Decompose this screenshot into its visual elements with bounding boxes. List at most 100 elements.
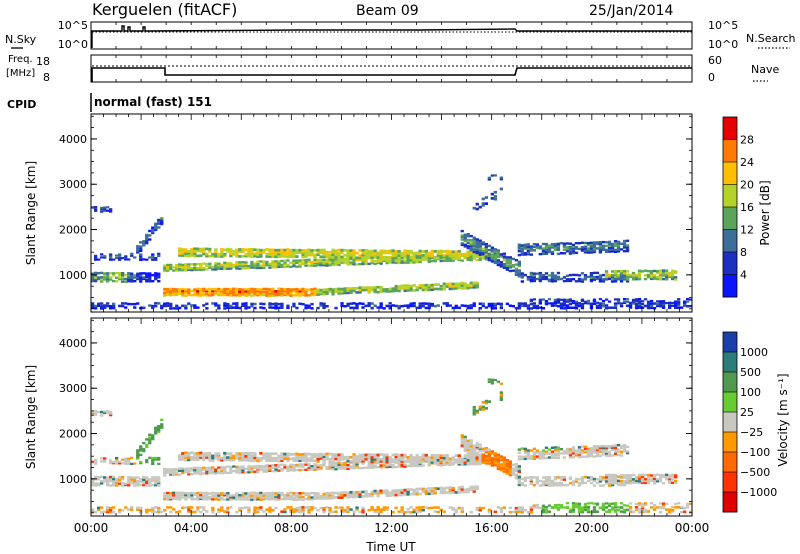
velocity-cell <box>118 482 122 485</box>
power-cell <box>256 263 260 266</box>
power-cell <box>418 306 422 309</box>
power-cell <box>622 239 627 243</box>
velocity-cell <box>334 453 338 456</box>
velocity-cell <box>415 454 419 457</box>
power-cell <box>511 265 515 268</box>
velocity-cell <box>484 451 488 454</box>
power-cell <box>604 298 609 301</box>
velocity-cell <box>619 510 624 513</box>
power-cell <box>109 210 113 213</box>
velocity-cell <box>586 455 591 458</box>
power-cell <box>475 242 479 245</box>
velocity-cell <box>253 496 257 499</box>
power-cell <box>340 291 344 295</box>
velocity-cell <box>148 480 152 483</box>
power-cell <box>523 273 527 277</box>
velocity-cell <box>94 478 98 481</box>
velocity-cell <box>487 455 491 458</box>
velocity-cell <box>415 508 419 512</box>
power-cell <box>565 242 570 245</box>
velocity-cell <box>502 461 506 464</box>
power-cell <box>334 290 338 293</box>
velocity-cell <box>649 477 654 480</box>
velocity-cell <box>526 451 530 455</box>
power-cell <box>319 251 323 255</box>
velocity-cell <box>124 506 128 509</box>
velocity-cell <box>574 502 579 505</box>
power-cell <box>683 301 687 304</box>
power-cell <box>106 209 110 212</box>
velocity-cell <box>671 475 675 478</box>
power-cell <box>151 304 155 308</box>
power-cell <box>274 305 278 308</box>
velocity-cell <box>415 487 419 491</box>
velocity-cell <box>280 452 284 455</box>
velocity-cell <box>235 469 239 472</box>
velocity-cell <box>409 456 413 459</box>
power-cell <box>109 258 113 261</box>
velocity-cell <box>268 492 272 495</box>
velocity-cell <box>370 506 374 509</box>
velocity-cell <box>472 448 476 451</box>
power-cell <box>277 302 281 306</box>
power-cell <box>394 259 398 263</box>
power-cell <box>238 261 242 264</box>
velocity-cell <box>268 466 272 469</box>
power-cell <box>394 256 398 260</box>
velocity-cell <box>376 506 380 509</box>
power-cell <box>133 302 137 306</box>
power-cell <box>553 277 558 281</box>
power-cell <box>190 250 194 254</box>
power-cell <box>451 284 455 288</box>
velocity-cell <box>181 506 185 510</box>
velocity-cell <box>154 430 158 434</box>
velocity-cell <box>169 470 173 473</box>
power-cell <box>430 286 434 289</box>
power-cell <box>565 306 570 309</box>
velocity-cell <box>553 454 558 457</box>
velocity-cell <box>493 456 497 459</box>
velocity-cell <box>604 480 609 483</box>
velocity-cell <box>343 467 347 470</box>
velocity-cell <box>145 445 149 449</box>
velocity-cell <box>151 462 155 466</box>
power-cell <box>208 291 212 295</box>
velocity-cell <box>178 473 182 476</box>
power-cell <box>316 253 320 256</box>
velocity-cell <box>592 451 597 454</box>
power-cell <box>406 304 410 307</box>
power-cell <box>91 272 95 275</box>
power-cell <box>328 287 332 291</box>
velocity-cell <box>274 465 278 469</box>
velocity-cell <box>106 412 110 415</box>
velocity-cell <box>595 448 600 452</box>
power-cell <box>196 254 200 258</box>
power-cell <box>562 276 567 279</box>
velocity-cell <box>343 491 347 494</box>
power-cell <box>346 251 350 255</box>
velocity-cell <box>202 468 206 472</box>
power-cell <box>370 253 374 257</box>
power-cell <box>118 254 122 257</box>
velocity-cell <box>683 506 687 510</box>
power-cell <box>598 275 603 279</box>
velocity-cell <box>574 504 579 507</box>
velocity-cell <box>415 511 419 514</box>
velocity-cell <box>307 508 311 512</box>
power-cell <box>472 302 476 305</box>
power-cell <box>472 236 476 239</box>
power-cell <box>583 245 588 248</box>
velocity-cell <box>103 457 107 460</box>
power-cell <box>556 246 561 250</box>
power-cell <box>385 249 389 253</box>
power-cell <box>619 269 624 273</box>
velocity-cell <box>424 487 428 491</box>
power-cell <box>556 278 561 281</box>
power-cell <box>391 261 395 264</box>
velocity-cell <box>358 467 362 470</box>
power-cell <box>283 253 287 256</box>
velocity-cell <box>118 480 122 483</box>
power-cell <box>439 254 443 258</box>
velocity-cell <box>244 496 248 499</box>
velocity-cell <box>220 472 224 475</box>
